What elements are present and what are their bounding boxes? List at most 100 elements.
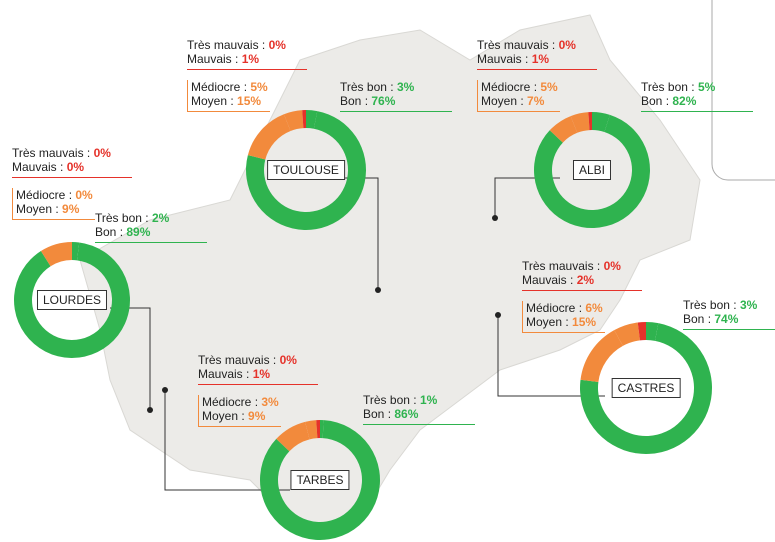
value-label: 89% xyxy=(126,225,150,239)
legend-block: Très bon3%Bon76% xyxy=(340,80,452,112)
value-label: 5% xyxy=(250,80,267,94)
city-label: TARBES xyxy=(290,470,349,490)
legend-row: Bon89% xyxy=(95,225,205,239)
value-label: 6% xyxy=(585,301,602,315)
legend-row: Moyen9% xyxy=(202,409,279,423)
legend-block: Très bon1%Bon86% xyxy=(363,393,475,425)
legend-label: Médiocre xyxy=(202,395,261,409)
city-label: CASTRES xyxy=(612,378,681,398)
value-label: 82% xyxy=(672,94,696,108)
value-label: 3% xyxy=(261,395,278,409)
legend-label: Moyen xyxy=(191,94,237,108)
legend-row: Très mauvais0% xyxy=(522,259,640,273)
leader-dot xyxy=(162,387,168,393)
legend-label: Mauvais xyxy=(477,52,532,66)
legend-label: Très bon xyxy=(683,298,740,312)
legend-row: Médiocre5% xyxy=(191,80,268,94)
legend-label: Bon xyxy=(95,225,126,239)
legend-row: Mauvais1% xyxy=(187,52,305,66)
legend-row: Médiocre0% xyxy=(16,188,93,202)
city-label: ALBI xyxy=(573,160,611,180)
legend-row: Très mauvais0% xyxy=(12,146,130,160)
value-label: 3% xyxy=(397,80,414,94)
legend-label: Bon xyxy=(683,312,714,326)
legend-row: Très bon3% xyxy=(683,298,775,312)
value-label: 5% xyxy=(698,80,715,94)
legend-block: Très mauvais0%Mauvais2% xyxy=(522,259,642,291)
legend-row: Mauvais1% xyxy=(198,367,316,381)
legend-label: Moyen xyxy=(526,315,572,329)
legend-row: Mauvais2% xyxy=(522,273,640,287)
leader-dot xyxy=(375,287,381,293)
legend-label: Mauvais xyxy=(198,367,253,381)
legend-row: Très bon5% xyxy=(641,80,751,94)
legend-row: Bon74% xyxy=(683,312,775,326)
legend-label: Très mauvais xyxy=(12,146,94,160)
legend-label: Moyen xyxy=(16,202,62,216)
legend-row: Mauvais1% xyxy=(477,52,595,66)
legend-label: Mauvais xyxy=(12,160,67,174)
legend-row: Très bon1% xyxy=(363,393,473,407)
city-label: TOULOUSE xyxy=(267,160,345,180)
value-label: 0% xyxy=(559,38,576,52)
value-label: 0% xyxy=(75,188,92,202)
legend-row: Bon76% xyxy=(340,94,450,108)
legend-label: Très mauvais xyxy=(477,38,559,52)
leader-dot xyxy=(147,407,153,413)
leader-dot xyxy=(495,312,501,318)
legend-row: Bon86% xyxy=(363,407,473,421)
infographic: TOULOUSETrès mauvais0%Mauvais1%Médiocre5… xyxy=(0,0,775,542)
legend-label: Médiocre xyxy=(481,80,540,94)
legend-row: Très bon3% xyxy=(340,80,450,94)
value-label: 15% xyxy=(572,315,596,329)
value-label: 74% xyxy=(714,312,738,326)
legend-row: Bon82% xyxy=(641,94,751,108)
value-label: 0% xyxy=(94,146,111,160)
legend-label: Très mauvais xyxy=(187,38,269,52)
legend-block: Médiocre6%Moyen15% xyxy=(522,301,605,333)
value-label: 0% xyxy=(67,160,84,174)
legend-row: Très mauvais0% xyxy=(187,38,305,52)
city-label: LOURDES xyxy=(37,290,107,310)
legend-block: Très bon2%Bon89% xyxy=(95,211,207,243)
value-label: 2% xyxy=(577,273,594,287)
value-label: 0% xyxy=(269,38,286,52)
value-label: 0% xyxy=(280,353,297,367)
legend-row: Moyen7% xyxy=(481,94,558,108)
value-label: 76% xyxy=(371,94,395,108)
legend-label: Médiocre xyxy=(16,188,75,202)
legend-label: Médiocre xyxy=(526,301,585,315)
value-label: 0% xyxy=(604,259,621,273)
value-label: 5% xyxy=(540,80,557,94)
legend-label: Moyen xyxy=(202,409,248,423)
legend-block: Médiocre0%Moyen9% xyxy=(12,188,95,220)
legend-label: Moyen xyxy=(481,94,527,108)
legend-block: Médiocre5%Moyen7% xyxy=(477,80,560,112)
legend-row: Très mauvais0% xyxy=(198,353,316,367)
value-label: 1% xyxy=(242,52,259,66)
legend-row: Très mauvais0% xyxy=(477,38,595,52)
legend-row: Moyen9% xyxy=(16,202,93,216)
legend-label: Mauvais xyxy=(187,52,242,66)
legend-row: Moyen15% xyxy=(526,315,603,329)
value-label: 1% xyxy=(253,367,270,381)
legend-block: Très mauvais0%Mauvais1% xyxy=(477,38,597,70)
legend-row: Médiocre6% xyxy=(526,301,603,315)
legend-label: Très mauvais xyxy=(522,259,604,273)
legend-block: Très mauvais0%Mauvais0% xyxy=(12,146,132,178)
legend-block: Très mauvais0%Mauvais1% xyxy=(187,38,307,70)
legend-row: Très bon2% xyxy=(95,211,205,225)
legend-label: Mauvais xyxy=(522,273,577,287)
legend-label: Bon xyxy=(363,407,394,421)
value-label: 9% xyxy=(248,409,265,423)
legend-block: Très bon3%Bon74% xyxy=(683,298,775,330)
legend-block: Médiocre5%Moyen15% xyxy=(187,80,270,112)
legend-row: Médiocre3% xyxy=(202,395,279,409)
legend-row: Moyen15% xyxy=(191,94,268,108)
value-label: 1% xyxy=(420,393,437,407)
value-label: 15% xyxy=(237,94,261,108)
legend-block: Médiocre3%Moyen9% xyxy=(198,395,281,427)
legend-label: Très bon xyxy=(641,80,698,94)
legend-label: Très bon xyxy=(340,80,397,94)
value-label: 1% xyxy=(532,52,549,66)
